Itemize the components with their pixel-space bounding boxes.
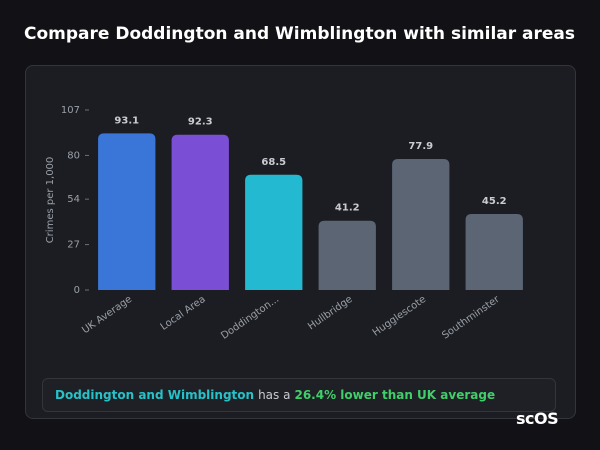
brand-logo: scOS <box>516 409 559 428</box>
x-tick-label: Doddington... <box>219 294 281 342</box>
data-label: 93.1 <box>114 115 139 126</box>
x-tick-label: Local Area <box>159 294 208 333</box>
y-tick-label: 0 <box>74 285 80 296</box>
bar <box>465 213 523 290</box>
data-label: 77.9 <box>408 141 433 152</box>
summary-highlight: 26.4% lower than UK average <box>294 388 496 402</box>
x-tick-label: UK Average <box>80 294 134 336</box>
data-label: 41.2 <box>335 203 360 214</box>
summary-box: Doddington and Wimblington has a 26.4% low… <box>42 378 556 412</box>
bar <box>392 158 450 290</box>
bar <box>171 134 229 290</box>
bar <box>318 220 376 290</box>
x-tick-label: Hugglescote <box>371 294 428 339</box>
data-label: 92.3 <box>188 117 213 128</box>
x-tick-label: Southminster <box>440 293 502 341</box>
bar <box>245 174 303 290</box>
page-title: Compare Doddington and Wimblington with … <box>24 24 576 44</box>
data-label: 68.5 <box>261 157 286 168</box>
y-axis-label: Crimes per 1,000 <box>45 157 56 244</box>
y-tick-label: 80 <box>67 150 80 161</box>
y-tick-label: 27 <box>67 240 80 251</box>
y-tick-label: 107 <box>61 105 80 116</box>
summary-text: has a <box>258 388 291 402</box>
bar <box>98 133 156 290</box>
x-tick-label: Hullbridge <box>306 294 354 333</box>
summary-place: Doddington and Wimblington <box>55 388 255 402</box>
data-label: 45.2 <box>482 196 507 207</box>
y-tick-label: 54 <box>67 194 80 205</box>
